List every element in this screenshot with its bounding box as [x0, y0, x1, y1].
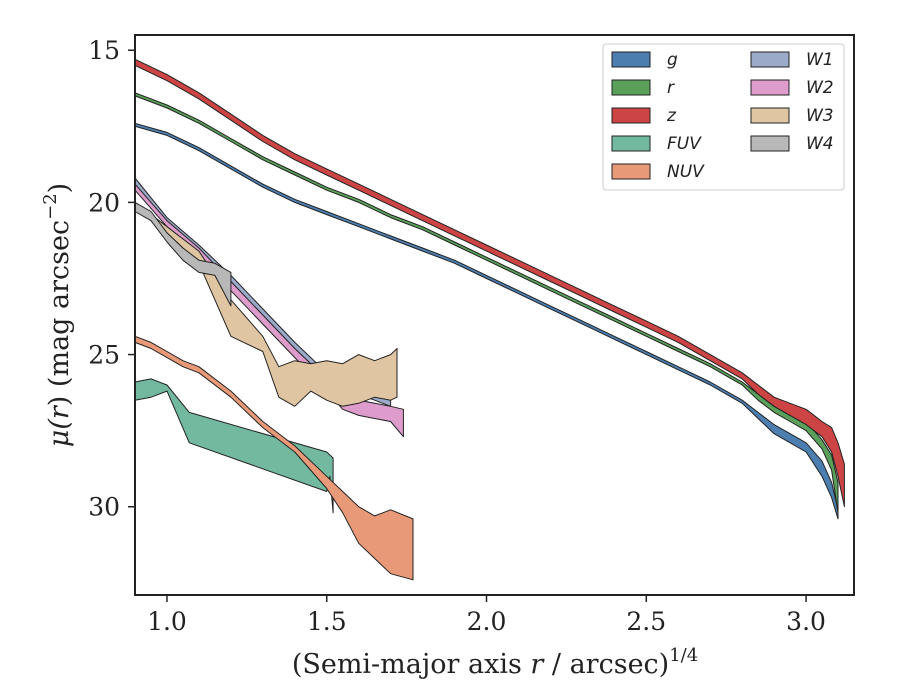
y-label-rest: ) (mag arcsec — [44, 220, 75, 406]
plot-frame — [134, 34, 855, 596]
x-tick-label: 2.5 — [626, 607, 666, 636]
y-label-exponent: −2 — [40, 193, 61, 220]
legend-swatch-fuv — [611, 135, 651, 152]
legend-swatch-z — [611, 107, 651, 124]
series-band-nuv — [134, 335, 414, 581]
legend: grz FUV NUV W1 W2 W3 W4 — [602, 43, 845, 191]
legend-swatch-w2 — [750, 79, 790, 96]
legend-swatch-w4 — [750, 135, 790, 152]
legend-label-w2: W2 — [806, 78, 834, 98]
y-tick-label: 25 — [88, 341, 120, 370]
series-band-z — [134, 58, 845, 508]
x-label-middle: / arcsec) — [543, 649, 669, 680]
x-label-exponent: 1/4 — [669, 645, 698, 666]
legend-swatch-w3 — [750, 107, 790, 124]
legend-swatch-nuv — [611, 163, 651, 180]
legend-swatch-g — [611, 51, 651, 68]
x-axis: 1.0 1.5 2.0 2.5 3.0 — [147, 595, 826, 636]
legend-swatch-w1 — [750, 51, 790, 68]
x-label-var: r — [530, 649, 545, 680]
y-axis-label: μ(r) (mag arcsec−2) — [40, 183, 75, 447]
y-tick-label: 15 — [88, 36, 120, 65]
y-label-close: ) — [44, 183, 75, 194]
y-tick-label: 20 — [88, 188, 120, 217]
y-label-var: r — [44, 404, 75, 419]
legend-swatch-r — [611, 79, 651, 96]
x-axis-label: (Semi-major axis r / arcsec)1/4 — [292, 645, 698, 680]
legend-label-fuv: FUV — [667, 134, 702, 154]
legend-label-r: r — [667, 78, 675, 98]
x-tick-label: 1.0 — [147, 607, 187, 636]
legend-label-w3: W3 — [806, 106, 834, 126]
legend-label-w1: W1 — [806, 50, 834, 70]
legend-label-nuv: NUV — [667, 162, 705, 182]
series-band-w3 — [134, 201, 398, 407]
y-label-mu: μ( — [44, 418, 75, 448]
legend-label-g: g — [667, 50, 678, 70]
y-tick-label: 30 — [88, 493, 120, 522]
x-tick-label: 1.5 — [307, 607, 347, 636]
x-tick-label: 2.0 — [467, 607, 507, 636]
legend-items: grz FUV NUV W1 W2 W3 W4 — [611, 50, 834, 182]
series-band-w4 — [134, 201, 232, 307]
legend-label-w4: W4 — [806, 134, 834, 154]
legend-label-z: z — [666, 106, 677, 126]
series-band-r — [134, 92, 839, 514]
y-axis: 15 20 25 30 — [88, 36, 135, 522]
x-tick-label: 3.0 — [786, 607, 826, 636]
series-layer — [134, 58, 845, 581]
series-band-fuv — [134, 378, 334, 514]
x-label-prefix: (Semi-major axis — [292, 649, 531, 680]
series-band-g — [134, 122, 839, 520]
